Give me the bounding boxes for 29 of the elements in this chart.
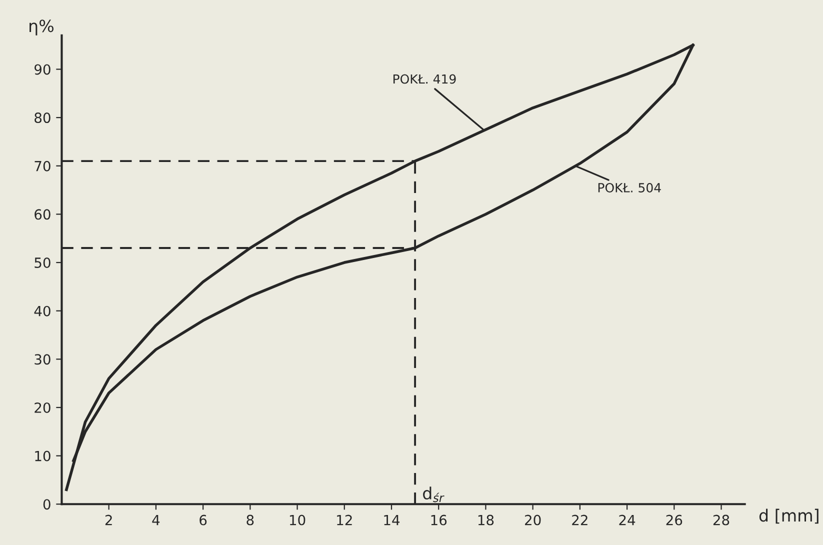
x-tick-label: 8 <box>246 514 254 526</box>
y-tick-label: 60 <box>34 209 50 220</box>
x-tick-label: 14 <box>384 514 400 526</box>
y-tick-label: 10 <box>35 450 50 462</box>
y-axis-title: η% <box>30 20 54 36</box>
annotation: POKŁ. 419 <box>393 74 456 84</box>
x-tick-label: 16 <box>431 514 447 526</box>
x-tick-label: 4 <box>152 514 160 526</box>
y-tick-label: 40 <box>34 306 50 316</box>
annotation: POKŁ. 504 <box>598 183 661 192</box>
x-tick-label: 28 <box>713 514 730 526</box>
x-tick-label: 2 <box>105 514 112 526</box>
x-axis-title: d [mm] <box>759 508 818 524</box>
y-tick-label: 30 <box>34 354 50 365</box>
x-tick-label: 6 <box>200 514 207 526</box>
x-tick-label: 22 <box>572 514 588 526</box>
x-tick-label: 12 <box>337 514 352 526</box>
x-tick-label: 26 <box>666 514 682 526</box>
x-tick-label: 18 <box>478 514 494 526</box>
y-tick-label: 90 <box>34 64 50 75</box>
y-tick-label: 70 <box>34 160 50 172</box>
y-tick-label: 50 <box>34 257 50 268</box>
ref-line-label: d$_{śr}$ <box>423 486 444 502</box>
x-tick-label: 10 <box>290 514 306 526</box>
x-tick-label: 24 <box>619 514 636 526</box>
y-tick-label: 80 <box>34 112 50 124</box>
y-tick-label: 0 <box>43 499 50 510</box>
y-tick-label: 20 <box>34 402 50 413</box>
x-tick-label: 20 <box>525 514 541 526</box>
